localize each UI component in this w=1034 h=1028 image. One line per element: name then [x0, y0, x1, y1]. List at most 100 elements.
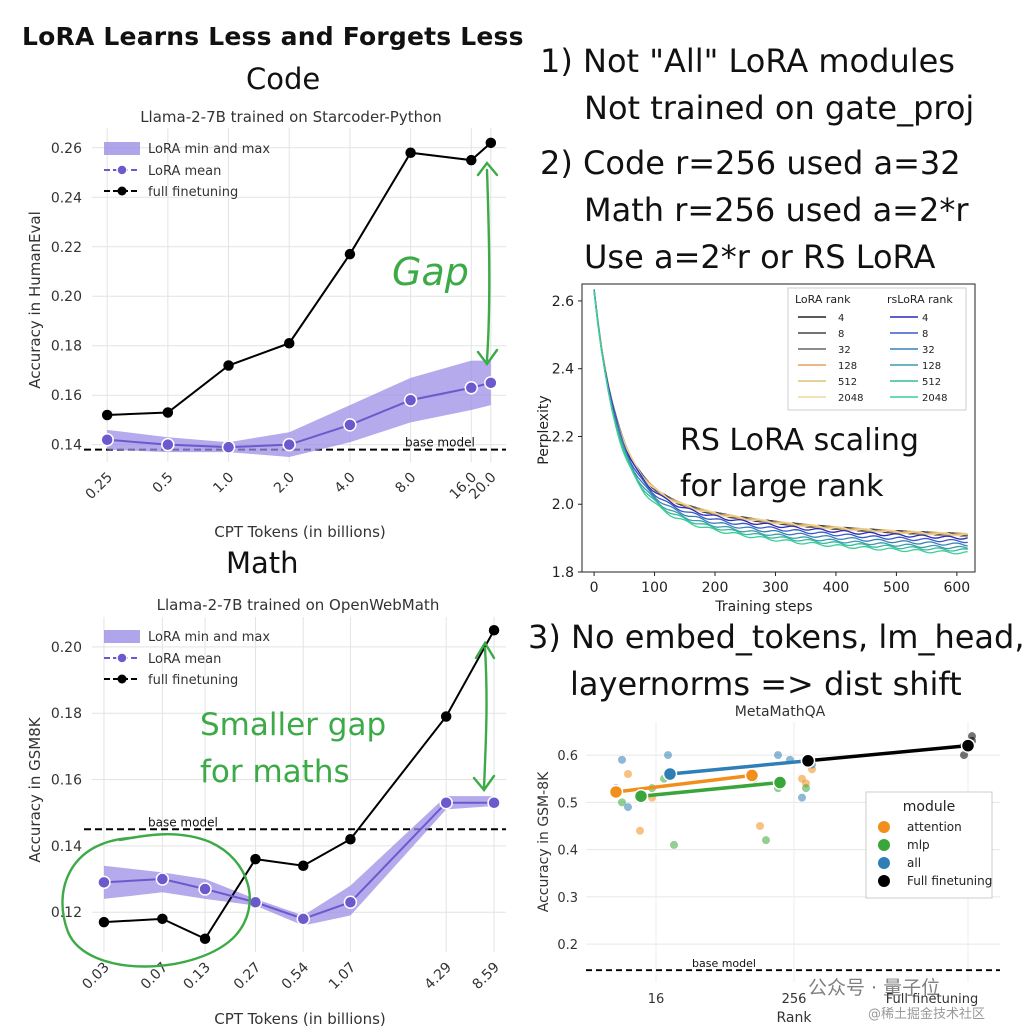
- ppl-series-lora-2048: [593, 292, 968, 537]
- code-lora-mean-line: [107, 381, 492, 449]
- mm-ytick-label: 0.3: [557, 891, 578, 906]
- code-legend-full-marker: [117, 186, 127, 196]
- mm-fit-full-finetuning: [807, 743, 969, 763]
- ppl-x-label: Training steps: [714, 599, 812, 615]
- code-ytick-label: 0.26: [51, 141, 82, 157]
- math-base-model-label: base model: [148, 815, 218, 829]
- math-lora-mean-line: [103, 801, 495, 920]
- code-base-model-label: base model: [405, 436, 475, 450]
- note-3-line-1: 3) No embed_tokens, lm_head,: [528, 618, 1025, 656]
- ppl-legend-rs-rank: 128: [922, 361, 941, 372]
- ppl-legend-col2-title: rsLoRA rank: [887, 293, 953, 306]
- code-legend-band-label: LoRA min and max: [148, 142, 270, 157]
- mm-ytick-label: 0.2: [557, 938, 578, 953]
- code-full-finetuning-point: [162, 407, 174, 418]
- rs-label-1: RS LoRA scaling: [680, 423, 919, 458]
- ppl-ytick-label: 2.6: [552, 294, 574, 310]
- metamath-chart: MetaMathQA base model 0.2 0.3 0.4 0.5 0.6 16 2…: [536, 704, 1000, 1026]
- mm-xtick-label: 16: [648, 992, 665, 1007]
- math-legend-mean-marker: [116, 652, 128, 664]
- code-ytick-label: 0.14: [51, 438, 82, 454]
- metamath-legend: module attention mlp all Full finetuning: [865, 791, 993, 899]
- mm-fit-start-mlp: [633, 788, 649, 804]
- code-xtick-label: 4.0: [332, 470, 359, 497]
- code-xtick-label: 8.0: [392, 470, 419, 497]
- page-title: LoRA Learns Less and Forgets Less: [22, 22, 524, 51]
- math-xtick-label: 0.54: [279, 959, 312, 992]
- mm-point-all: [618, 755, 626, 764]
- ppl-xtick-label: 100: [641, 580, 668, 596]
- ppl-axes-frame: [581, 283, 976, 573]
- math-ytick-label: 0.20: [51, 640, 82, 656]
- ppl-legend-lora-rank: 128: [838, 361, 857, 372]
- ppl-legend-rs-rank: 512: [922, 377, 941, 388]
- code-legend: LoRA min and max LoRA mean full finetuni…: [104, 142, 270, 200]
- ppl-lines: [593, 289, 968, 555]
- mm-ytick-label: 0.4: [557, 844, 578, 859]
- note-1-line-1: 1) Not "All" LoRA modules: [540, 42, 955, 80]
- code-lora-mean-point: [161, 437, 175, 452]
- mm-fit-end-attention: [744, 768, 760, 783]
- code-legend-mean-label: LoRA mean: [148, 164, 221, 179]
- code-lines: [100, 137, 498, 454]
- math-full-finetuning-point: [488, 625, 500, 636]
- mm-fit-start-attention: [608, 784, 624, 800]
- code-lora-mean-point: [343, 418, 357, 432]
- mm-xtick-label: 256: [782, 992, 807, 1007]
- mm-ytick-label: 0.6: [557, 749, 578, 764]
- mm-xtick-label: Full finetuning: [886, 992, 978, 1007]
- ppl-ticks: 0 100 200 300 400 500 600 1.8 2.0 2.2 2.4 2.6: [552, 294, 970, 596]
- mm-fit-attention: [615, 773, 753, 794]
- ppl-legend-col1-title: LoRA rank: [795, 293, 851, 306]
- math-full-finetuning-point: [199, 933, 211, 944]
- code-full-finetuning-point: [344, 248, 356, 260]
- ppl-series-rslora-8: [593, 289, 968, 544]
- gap-arrow-icon: [476, 161, 499, 367]
- ppl-ytick-label: 2.2: [552, 429, 574, 445]
- perplexity-chart: 0 100 200 300 400 500 600 1.8 2.0 2.2 2.4 2.6 Train…: [536, 283, 976, 615]
- code-ytick-label: 0.16: [51, 388, 82, 404]
- mm-ytick-label: 0.5: [557, 796, 578, 811]
- code-full-finetuning-line: [107, 142, 492, 416]
- code-ytick-label: 0.18: [51, 339, 82, 355]
- mm-point-all: [624, 803, 632, 812]
- code-legend-full-label: full finetuning: [148, 185, 238, 200]
- math-chart: Llama-2-7B trained on OpenWebMath base m…: [26, 596, 506, 1028]
- mm-fit-start-full-finetuning: [800, 753, 816, 769]
- legend-attention-label: attention: [907, 820, 962, 834]
- code-ytick-label: 0.24: [51, 190, 82, 206]
- code-full-finetuning-point: [485, 137, 497, 149]
- mm-point-all: [774, 751, 782, 760]
- math-ytick-label: 0.14: [51, 839, 82, 855]
- ppl-xtick-label: 300: [762, 580, 789, 596]
- ppl-legend: LoRA rank rsLoRA rank 4 4 8 8 32 32 128 128 512 5…: [787, 287, 967, 411]
- legend-mlp-label: mlp: [907, 838, 930, 852]
- math-legend-mean-label: LoRA mean: [148, 652, 221, 667]
- code-lora-mean-point: [484, 376, 498, 390]
- ppl-y-label: Perplexity: [536, 395, 552, 464]
- mm-base-model-label: base model: [692, 957, 756, 970]
- mm-fit-mlp: [640, 780, 781, 798]
- ppl-legend-rs-rank: 4: [922, 313, 928, 324]
- math-full-finetuning-line: [103, 629, 495, 941]
- code-chart: Llama-2-7B trained on Starcoder-Python b…: [26, 108, 506, 541]
- math-lora-mean-point: [97, 875, 111, 890]
- ppl-xtick-label: 600: [943, 580, 970, 596]
- math-heading: Math: [226, 546, 299, 580]
- smaller-gap-arrow-icon: [472, 640, 496, 792]
- metamath-legend-title: module: [903, 799, 955, 815]
- ppl-legend-lora-rank: 4: [838, 313, 844, 324]
- ppl-ytick-label: 1.8: [552, 565, 574, 581]
- code-legend-mean-marker: [116, 164, 128, 176]
- math-legend-full-label: full finetuning: [148, 673, 238, 688]
- math-legend-band-label: LoRA min and max: [148, 630, 270, 645]
- ppl-ytick-label: 2.4: [552, 362, 574, 378]
- math-full-finetuning-point: [157, 913, 168, 925]
- code-ytick-label: 0.22: [51, 240, 82, 256]
- mm-fit-end-full-finetuning: [960, 738, 976, 753]
- code-full-finetuning-point: [405, 147, 416, 158]
- note-1: 1) Not "All" LoRA modules Not trained on…: [540, 38, 974, 132]
- math-xtick-label: 0.13: [181, 960, 214, 993]
- code-lora-mean-point: [403, 393, 418, 407]
